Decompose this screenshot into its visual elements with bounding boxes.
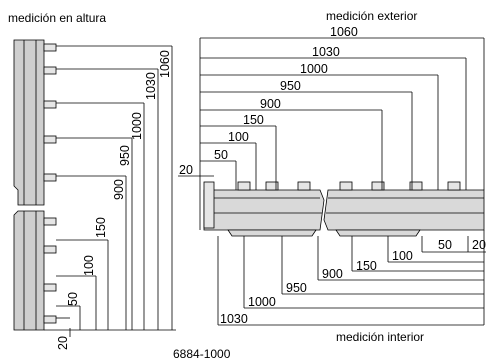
vertical-measure-100: 100 [82,255,96,276]
interior-measurement-label: medición interior [336,330,424,344]
vertical-measure-900: 900 [112,179,126,200]
exterior-measure-50: 50 [214,148,228,162]
exterior-measure-100: 100 [228,130,249,144]
exterior-measure-900: 900 [260,97,281,111]
interior-measure-900: 900 [322,267,343,281]
interior-measure-50: 50 [438,238,452,252]
part-number-label: 6884-1000 [173,347,231,361]
exterior-measure-20: 20 [179,163,193,177]
exterior-measure-labels: 1060 1030 1000 950 900 150 100 50 20 [179,25,358,177]
height-measurement-label: medición en altura [8,11,106,25]
interior-measure-950: 950 [286,281,307,295]
vertical-measure-150: 150 [94,217,108,238]
vertical-rail [13,39,57,331]
interior-measure-labels: 20 50 100 150 900 950 1000 1030 [220,238,486,326]
vertical-dimension-lines [44,45,176,337]
exterior-measure-1030: 1030 [312,45,340,59]
interior-measure-1030: 1030 [220,312,248,326]
interior-measure-20: 20 [472,238,486,252]
vertical-measure-20: 20 [56,336,70,350]
vertical-measure-50: 50 [66,292,80,306]
vertical-measure-labels: 20 50 100 150 900 950 1000 1030 1060 [56,50,172,350]
interior-measure-150: 150 [356,259,377,273]
interior-measure-1000: 1000 [248,295,276,309]
interior-measure-100: 100 [392,249,413,263]
exterior-dimension-lines [178,37,485,230]
exterior-measure-150: 150 [243,113,264,127]
vertical-measure-1030: 1030 [144,72,158,100]
exterior-measure-1060: 1060 [330,25,358,39]
interior-dimension-lines [217,230,486,326]
exterior-measurement-label: medición exterior [326,9,417,23]
vertical-measure-1000: 1000 [130,112,144,140]
vertical-measure-1060: 1060 [158,50,172,78]
horizontal-rail [203,181,485,237]
exterior-measure-950: 950 [280,79,301,93]
exterior-measure-1000: 1000 [300,62,328,76]
vertical-measure-950: 950 [118,145,132,166]
